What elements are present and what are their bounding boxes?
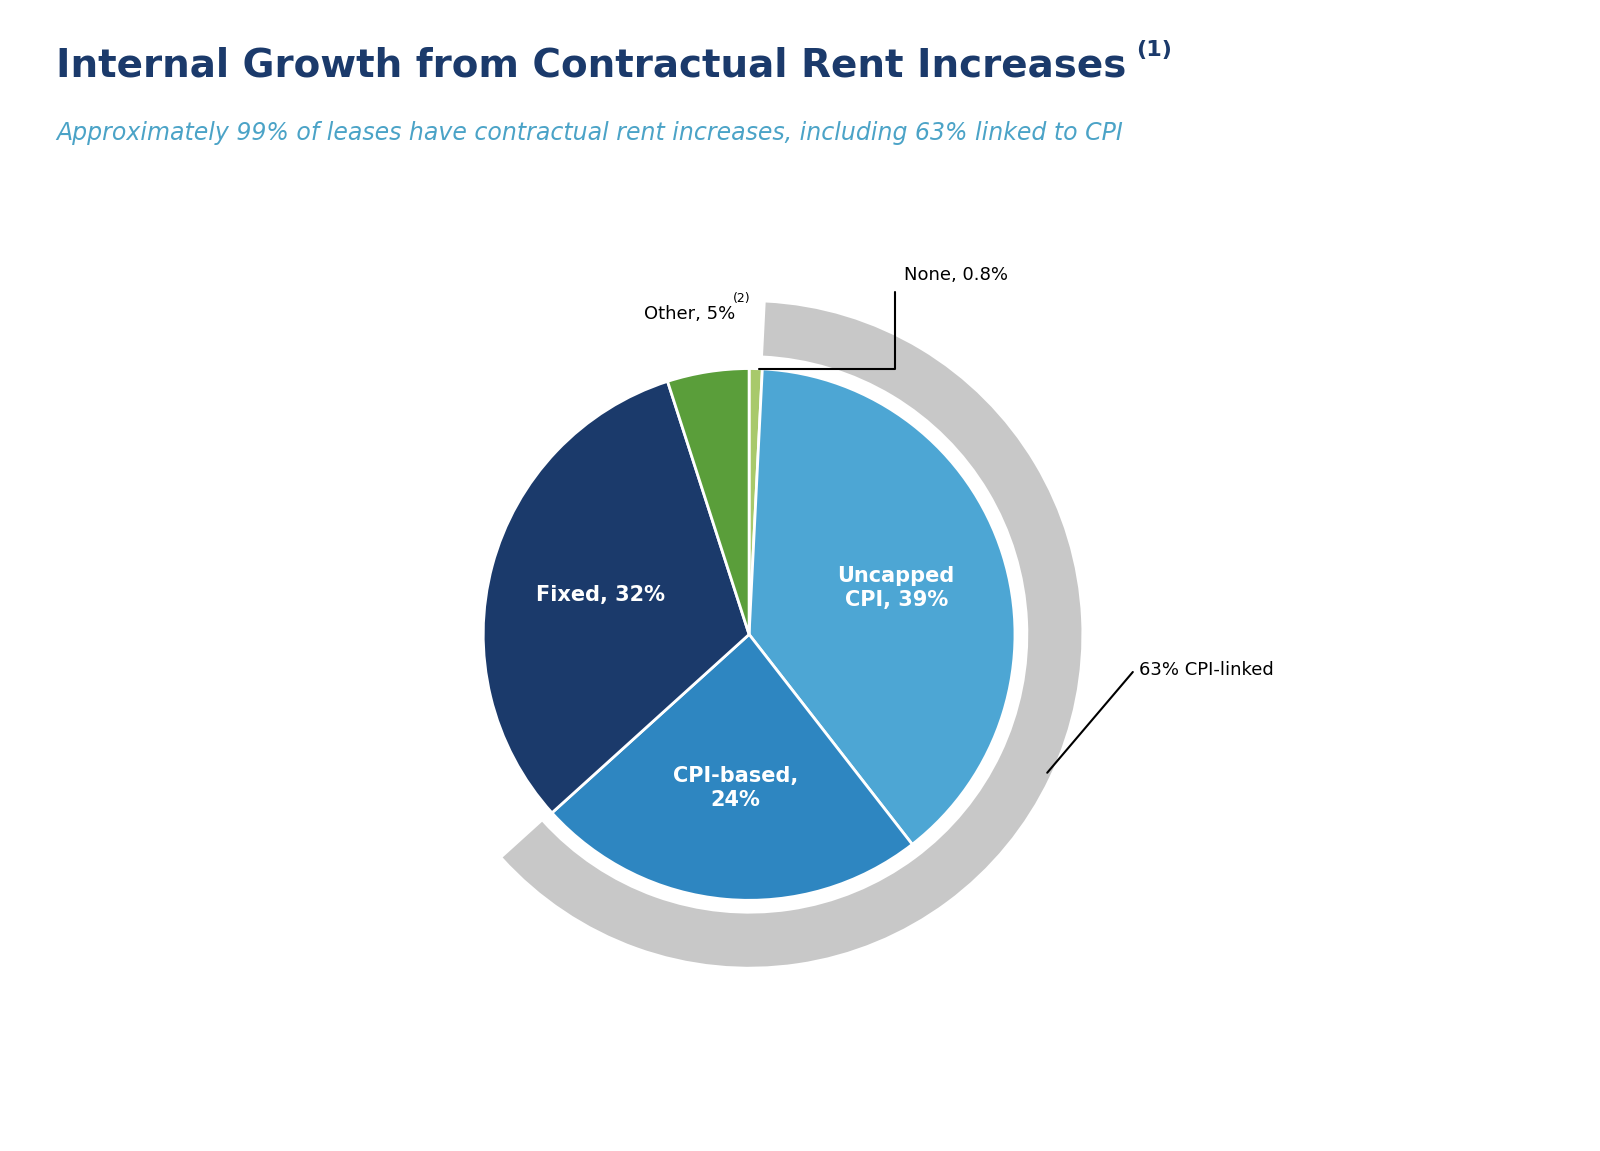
Wedge shape <box>749 368 1014 845</box>
Wedge shape <box>502 303 1082 967</box>
Text: 63% CPI-linked: 63% CPI-linked <box>1139 661 1274 679</box>
Text: (2): (2) <box>733 291 750 305</box>
Text: CPI-based,
24%: CPI-based, 24% <box>674 767 798 809</box>
Text: Internal Growth from Contractual Rent Increases: Internal Growth from Contractual Rent In… <box>56 46 1139 84</box>
Text: (1): (1) <box>1136 40 1171 60</box>
Text: Fixed, 32%: Fixed, 32% <box>536 585 664 604</box>
Text: Other, 5%: Other, 5% <box>645 305 736 323</box>
Wedge shape <box>483 381 749 813</box>
Wedge shape <box>749 368 762 634</box>
Text: Approximately 99% of leases have contractual rent increases, including 63% linke: Approximately 99% of leases have contrac… <box>56 121 1123 145</box>
Text: None, 0.8%: None, 0.8% <box>904 266 1008 284</box>
Text: Uncapped
CPI, 39%: Uncapped CPI, 39% <box>837 566 955 610</box>
Wedge shape <box>667 368 749 634</box>
Wedge shape <box>552 634 912 900</box>
